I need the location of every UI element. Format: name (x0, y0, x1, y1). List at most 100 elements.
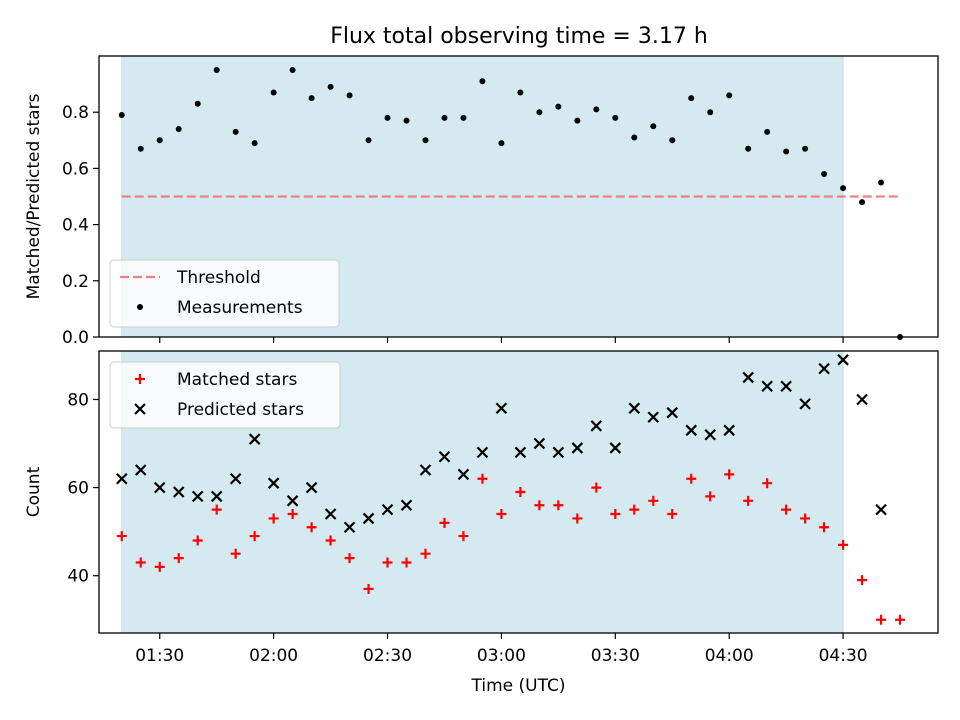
legend-marker (135, 374, 145, 384)
data-point (422, 137, 429, 144)
data-point (172, 486, 185, 498)
data-point (403, 117, 410, 124)
top-panel: 0.0 0.2 0.4 0.6 0.8 Matched/Predicted stars Th… (24, 55, 939, 348)
data-point (783, 148, 790, 155)
data-point (802, 145, 809, 152)
data-point (609, 442, 622, 454)
data-point (232, 128, 239, 135)
data-point (479, 78, 486, 85)
data-point (837, 354, 849, 366)
data-point (153, 481, 166, 494)
data-point (154, 561, 165, 572)
data-point (498, 140, 505, 147)
data-point (381, 503, 394, 516)
data-point (118, 112, 125, 119)
bottom-panel: 01:30 02:00 02:30 03:00 03:30 04:00 04:30 40 60 8… (24, 350, 939, 696)
y-tick-label: 0.0 (62, 328, 89, 348)
data-point (781, 504, 792, 515)
data-point (650, 123, 657, 130)
data-point (324, 508, 337, 520)
legend: Matched stars Predicted stars (109, 361, 341, 429)
data-point (343, 521, 356, 534)
data-point (629, 504, 640, 515)
data-point (495, 402, 508, 415)
data-point (175, 126, 182, 133)
y-tick-label: 40 (67, 567, 89, 587)
data-point (876, 614, 887, 625)
data-point (514, 446, 527, 459)
data-point (515, 487, 526, 497)
y-tick-label: 0.4 (62, 216, 89, 236)
data-point (327, 83, 334, 90)
data-point (800, 513, 811, 524)
axes-frame (98, 55, 939, 338)
data-point (764, 128, 771, 135)
data-point (572, 513, 583, 524)
series-matched-stars (116, 469, 906, 625)
data-point (553, 500, 564, 511)
data-point (743, 495, 754, 506)
data-point (821, 171, 828, 178)
data-point (401, 557, 412, 568)
data-point (838, 539, 849, 550)
legend-marker (137, 304, 143, 310)
axes-frame (98, 350, 939, 634)
data-point (536, 109, 543, 116)
data-point (363, 583, 374, 594)
data-point (325, 535, 336, 546)
data-point (705, 491, 716, 502)
legend: Threshold Measurements (109, 259, 340, 328)
data-point (686, 473, 697, 484)
data-point (116, 473, 128, 485)
x-tick-label: 02:00 (249, 646, 298, 666)
legend-box (109, 361, 341, 429)
chart-title: Flux total observing time = 3.17 h (330, 24, 708, 49)
data-point (251, 140, 258, 147)
data-point (382, 557, 393, 568)
data-point (707, 109, 714, 116)
data-point (457, 468, 470, 481)
data-point (384, 114, 391, 121)
series-measurements (118, 67, 904, 340)
data-point (590, 420, 603, 432)
data-point (688, 95, 695, 102)
data-point (669, 137, 676, 144)
data-point (346, 92, 353, 99)
data-point (591, 482, 602, 493)
data-point (191, 490, 204, 503)
y-tick-label: 0.6 (62, 159, 89, 179)
legend-label: Threshold (176, 268, 261, 288)
data-point (628, 402, 641, 415)
x-tick-label: 01:30 (135, 646, 184, 666)
data-point (685, 424, 698, 437)
data-point (555, 103, 562, 110)
data-point (724, 469, 735, 480)
data-point (745, 145, 752, 152)
data-point (631, 134, 638, 141)
data-point (875, 503, 887, 516)
data-point (438, 450, 451, 463)
data-point (610, 509, 621, 520)
data-point (496, 509, 507, 520)
data-point (477, 473, 488, 484)
data-point (612, 114, 619, 121)
x-tick-label: 03:00 (477, 646, 526, 666)
y-tick-label: 80 (67, 390, 89, 410)
y-tick-label: 0.8 (62, 103, 89, 123)
data-point (723, 424, 735, 437)
data-point (305, 481, 318, 494)
data-point (287, 509, 298, 520)
data-point (780, 380, 792, 393)
data-point (213, 67, 220, 74)
data-point (441, 114, 448, 121)
legend-marker (134, 403, 146, 415)
data-point (667, 509, 678, 520)
x-tick-label: 02:30 (363, 646, 412, 666)
data-point (859, 199, 866, 206)
data-point (270, 89, 277, 96)
data-point (460, 114, 467, 121)
data-point (306, 522, 317, 533)
y-tick-label: 60 (67, 479, 89, 499)
data-point (289, 67, 296, 74)
